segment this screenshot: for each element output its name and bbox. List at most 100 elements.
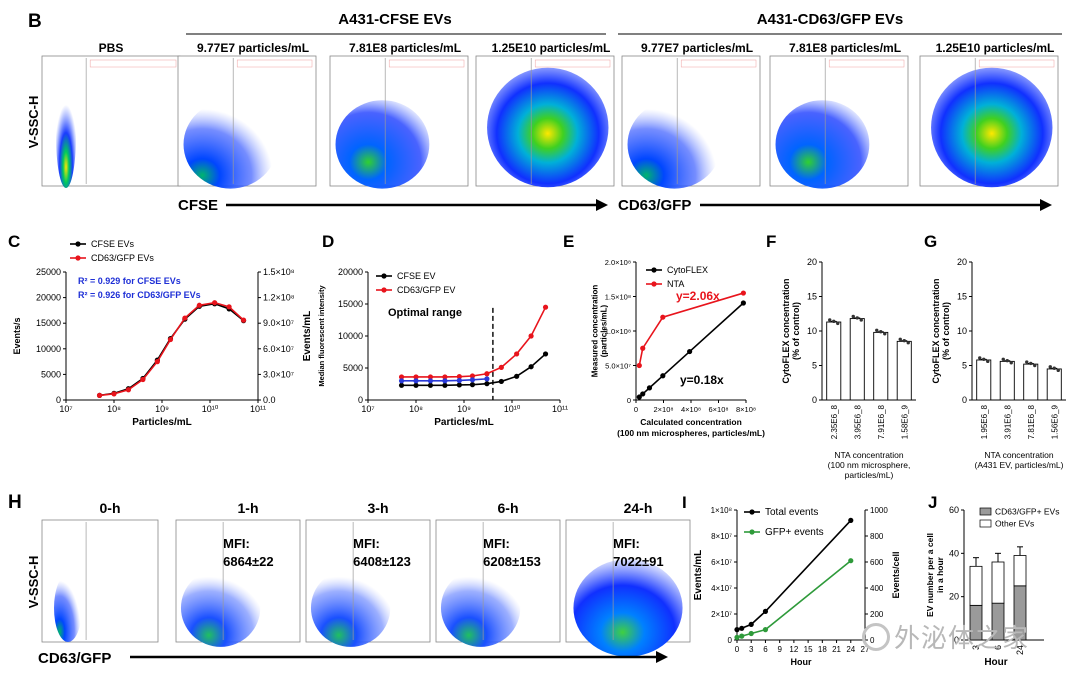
annotation: y=2.06x [676,289,720,303]
x-axis-label: Particles/mL [132,417,191,428]
data-point [398,374,405,380]
legend-swatch [979,507,992,516]
flow-cloud [310,568,391,647]
y-tick-label: 5000 [41,369,61,379]
y-axis-label: Measured concentration [591,285,600,378]
flow-cloud [54,574,82,642]
panel-label-b: B [28,11,42,32]
annotation: R² = 0.926 for CD63/GFP EVs [78,290,201,300]
x-tick-label: 10¹¹ [250,404,266,414]
data-point [1029,361,1033,366]
data-point [687,348,693,355]
mfi-value: 7022±91 [613,554,664,569]
annotation: R² = 0.929 for CFSE EVs [78,276,181,286]
panel-label-i: I [682,493,687,512]
data-point [740,290,746,296]
y2-tick-label: 9.0×10⁷ [263,318,294,328]
x-tick-label: 24 [846,645,855,654]
x-tick-label: 1.95E6_8 [980,404,989,439]
x-tick-label: 2×10⁸ [653,405,673,414]
data-point [240,317,247,323]
data-point [640,391,646,397]
flow-cloud [487,67,609,188]
x-axis-label: Hour [984,657,1007,668]
y-tick-label: 10000 [338,331,363,341]
bar-segment [1013,555,1027,587]
flow-plot-title: 9.77E7 particles/mL [197,41,309,55]
y-tick-label: 5 [962,361,967,371]
x-tick-label: 10⁸ [107,404,121,414]
bar [826,321,842,401]
y-axis-label: (particles/mL) [600,304,609,357]
data-point [413,378,419,384]
y2-tick-label: 400 [870,584,884,593]
y2-tick-label: 200 [870,610,884,619]
flow-plot-title: 6-h [498,500,519,516]
legend-label: CFSE EV [397,271,436,281]
data-point [182,315,188,321]
data-point [848,517,854,524]
data-point [140,376,146,383]
y2-tick-label: 1000 [870,506,888,515]
y-tick-label: 20 [957,257,967,267]
y-axis-label: Events/mL [693,550,704,601]
data-point [1033,363,1037,368]
x-axis-label: particles/mL) [845,470,894,480]
x-axis-label: NTA concentration [834,450,904,460]
y-tick-label: 6×10⁷ [711,558,732,567]
chart-e: 0 2×10⁸ 4×10⁸ 6×10⁸ 8×10⁸ 0 5.0×10⁷ 1.0×10⁸ 1.5×… [591,258,766,438]
bar [1046,368,1062,401]
x-tick-label: 1.56E6_9 [1050,404,1059,439]
legend-label: GFP+ events [765,527,824,538]
data-point [646,385,653,391]
data-point [469,382,476,388]
data-point [442,374,448,380]
y-axis-label: CytoFLEX concentration [931,278,941,383]
flow-plot-title: 1.25E10 particles/mL [492,41,611,55]
bar [976,359,992,401]
chart-c: 10⁷ 10⁸ 10⁹ 10¹⁰ 10¹¹ 0 5000 10000 15000 20000 250… [12,239,313,428]
y-tick-label: 0 [627,396,631,405]
y2-tick-label: 0.0 [263,395,276,405]
flow-cloud [183,100,278,189]
legend-marker [749,509,755,515]
flow-plot-title: 24-h [624,500,653,516]
data-point [484,381,490,387]
mfi-value: 6408±123 [353,554,411,569]
flow-gate-label [89,59,177,68]
y-tick-label: 15 [807,292,817,302]
data-point [734,627,740,633]
data-point [514,373,520,379]
y-axis-label: EV number per a cell [925,533,935,617]
x-tick-label: 10⁹ [155,404,169,414]
x-tick-label: 15 [804,645,813,654]
y-tick-label: 1.5×10⁸ [605,293,631,302]
data-point [982,357,986,361]
b-xarrow-head-cfse [596,199,608,211]
flow-cloud [440,568,521,647]
x-axis-label: NTA concentration [984,450,1054,460]
data-point [542,351,549,357]
y2-tick-label: 6.0×10⁷ [263,344,294,354]
legend-marker [75,255,81,261]
series-line [736,560,852,639]
legend-marker [75,241,81,247]
data-point [1001,357,1005,361]
y2-tick-label: 1.2×10⁸ [263,293,295,303]
y2-axis-label: Events/mL [302,311,313,362]
flow-plots-b: PBS 9.77E7 particles/mL 7.81E8 particles/m… [41,41,1059,189]
legend-swatch [979,519,992,528]
y2-tick-label: 3.0×10⁷ [263,369,294,379]
data-point [413,382,419,388]
data-point [542,304,549,310]
legend-label: NTA [667,279,684,289]
data-point [739,633,745,639]
data-point [636,394,642,400]
data-point [1048,365,1052,369]
y-tick-label: 5000 [343,363,363,373]
flow-gate-label [236,59,313,68]
data-point [469,373,476,379]
y-tick-label: 20 [807,257,817,267]
y-axis-label: CytoFLEX concentration [781,278,791,383]
